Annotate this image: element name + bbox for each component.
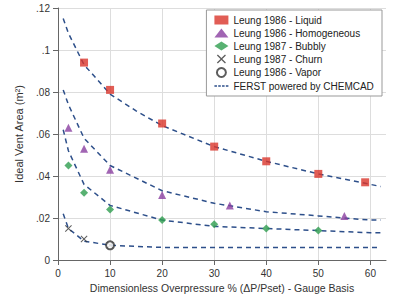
svg-text:Leung 1987 - Churn: Leung 1987 - Churn	[233, 54, 322, 65]
svg-text:Dimensionless Overpressure % (: Dimensionless Overpressure % (ΔP/Pset) -…	[90, 282, 354, 294]
svg-text:.12: .12	[36, 3, 50, 14]
svg-text:0: 0	[55, 268, 61, 279]
svg-text:Leung 1986 - Liquid: Leung 1986 - Liquid	[233, 15, 321, 26]
svg-text:.08: .08	[36, 87, 50, 98]
svg-text:.02: .02	[36, 213, 50, 224]
svg-text:.04: .04	[36, 171, 50, 182]
svg-text:FERST powered by CHEMCAD: FERST powered by CHEMCAD	[233, 81, 373, 92]
svg-text:20: 20	[157, 268, 169, 279]
svg-text:.06: .06	[36, 129, 50, 140]
svg-text:.1: .1	[42, 45, 51, 56]
svg-text:Ideal Vent Area (m²): Ideal Vent Area (m²)	[13, 85, 25, 183]
svg-text:0: 0	[44, 255, 50, 266]
svg-text:50: 50	[313, 268, 325, 279]
svg-text:30: 30	[209, 268, 221, 279]
svg-text:Leung 1986 - Vapor: Leung 1986 - Vapor	[233, 67, 321, 78]
svg-text:60: 60	[365, 268, 377, 279]
svg-text:Leung 1987 - Bubbly: Leung 1987 - Bubbly	[233, 41, 325, 52]
svg-text:40: 40	[261, 268, 273, 279]
svg-text:10: 10	[105, 268, 117, 279]
svg-text:Leung 1986 - Homogeneous: Leung 1986 - Homogeneous	[233, 28, 360, 39]
